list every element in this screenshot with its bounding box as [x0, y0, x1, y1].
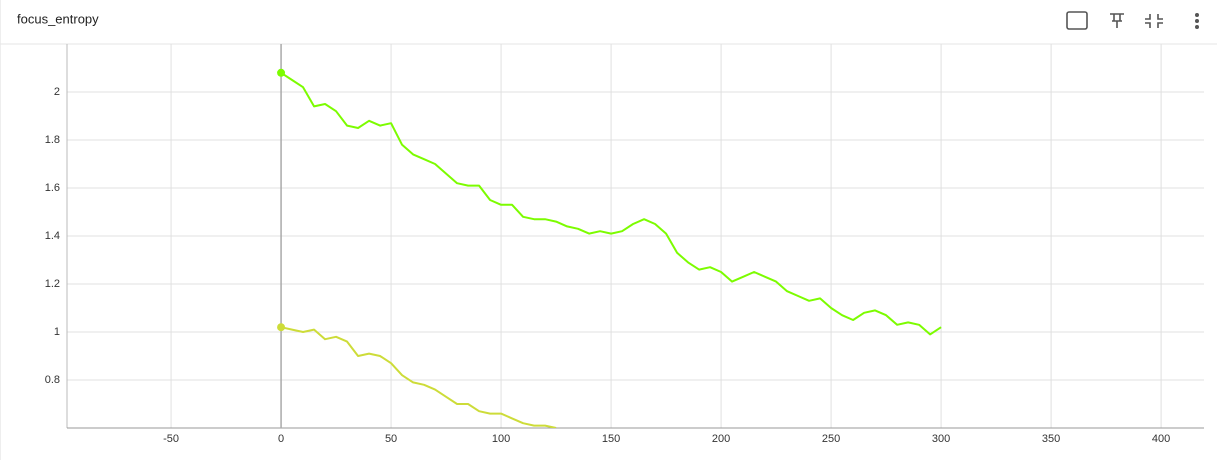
x-tick-label: 50	[385, 433, 397, 445]
x-tick-label: 250	[822, 433, 840, 445]
x-tick-label: 300	[932, 433, 950, 445]
x-tick-label: 100	[492, 433, 510, 445]
y-tick-label: 1.8	[45, 134, 60, 146]
y-tick-label: 1	[54, 326, 60, 338]
toolbar	[1066, 11, 1199, 30]
start-point	[277, 323, 286, 332]
y-tick-label: 1.4	[45, 230, 60, 242]
y-tick-label: 0.8	[45, 374, 60, 386]
y-tick-label: 1.2	[45, 278, 60, 290]
plot-area	[277, 68, 942, 428]
collapse-button[interactable]	[1145, 14, 1163, 28]
more-button[interactable]	[1195, 13, 1199, 29]
fit-button[interactable]	[1066, 11, 1088, 30]
y-tick-label: 2	[54, 86, 60, 98]
chart-title: focus_entropy	[17, 11, 99, 26]
x-tick-label: -50	[163, 433, 179, 445]
x-tick-label: 150	[602, 433, 620, 445]
x-tick-label: 0	[278, 433, 284, 445]
x-tick-label: 400	[1152, 433, 1170, 445]
y-tick-label: 1.6	[45, 182, 60, 194]
series-line	[280, 326, 557, 428]
series-line	[280, 71, 942, 336]
pin-button[interactable]	[1110, 13, 1124, 28]
x-tick-label: 350	[1042, 433, 1060, 445]
start-point	[277, 68, 286, 77]
x-tick-label: 200	[712, 433, 730, 445]
